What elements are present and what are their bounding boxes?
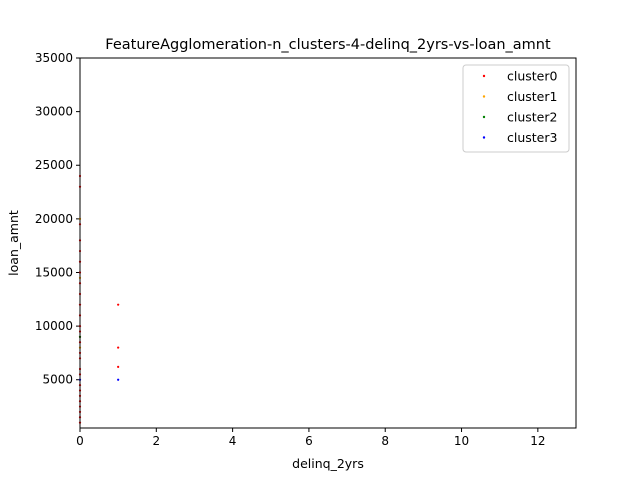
y-axis-ticks: 5000 10000 15000 20000 25000 30000 35000 <box>35 51 80 387</box>
y-tick-label: 10000 <box>35 319 73 333</box>
legend-label-cluster3: cluster3 <box>507 130 557 145</box>
x-tick-label: 8 <box>381 434 389 448</box>
y-tick-label: 20000 <box>35 212 73 226</box>
legend-label-cluster2: cluster2 <box>507 110 557 125</box>
legend-box <box>462 64 570 153</box>
data-point-cluster0 <box>117 365 120 368</box>
x-tick-label: 12 <box>530 434 545 448</box>
y-tick-label: 30000 <box>35 105 73 119</box>
data-point-cluster3 <box>117 378 120 381</box>
chart-title: FeatureAgglomeration-n_clusters-4-delinq… <box>105 37 551 53</box>
legend: cluster0 cluster1 cluster2 cluster3 <box>462 64 570 153</box>
x-axis-ticks: 0 2 4 6 8 10 12 <box>76 428 545 448</box>
legend-marker-cluster3 <box>482 136 486 139</box>
y-tick-label: 35000 <box>35 51 73 65</box>
legend-marker-cluster1 <box>482 95 486 98</box>
x-tick-label: 4 <box>229 434 237 448</box>
x-axis-label: delinq_2yrs <box>292 456 364 471</box>
plot-frame <box>79 57 577 429</box>
x-tick-label: 10 <box>454 434 469 448</box>
x-tick-label: 0 <box>76 434 84 448</box>
legend-label-cluster1: cluster1 <box>507 89 557 104</box>
legend-label-cluster0: cluster0 <box>507 69 558 84</box>
legend-marker-cluster2 <box>482 115 486 119</box>
y-tick-label: 25000 <box>35 158 73 172</box>
legend-items: cluster0 cluster1 cluster2 cluster3 <box>482 69 558 145</box>
y-tick-label: 15000 <box>35 265 73 279</box>
data-point-cluster0 <box>117 303 120 306</box>
x-tick-label: 6 <box>305 434 313 448</box>
legend-marker-cluster0 <box>482 74 486 78</box>
y-tick-label: 5000 <box>42 373 73 387</box>
data-point-cluster0 <box>117 346 120 349</box>
x-tick-label: 2 <box>152 434 160 448</box>
y-axis-label: loan_amnt <box>6 210 21 276</box>
